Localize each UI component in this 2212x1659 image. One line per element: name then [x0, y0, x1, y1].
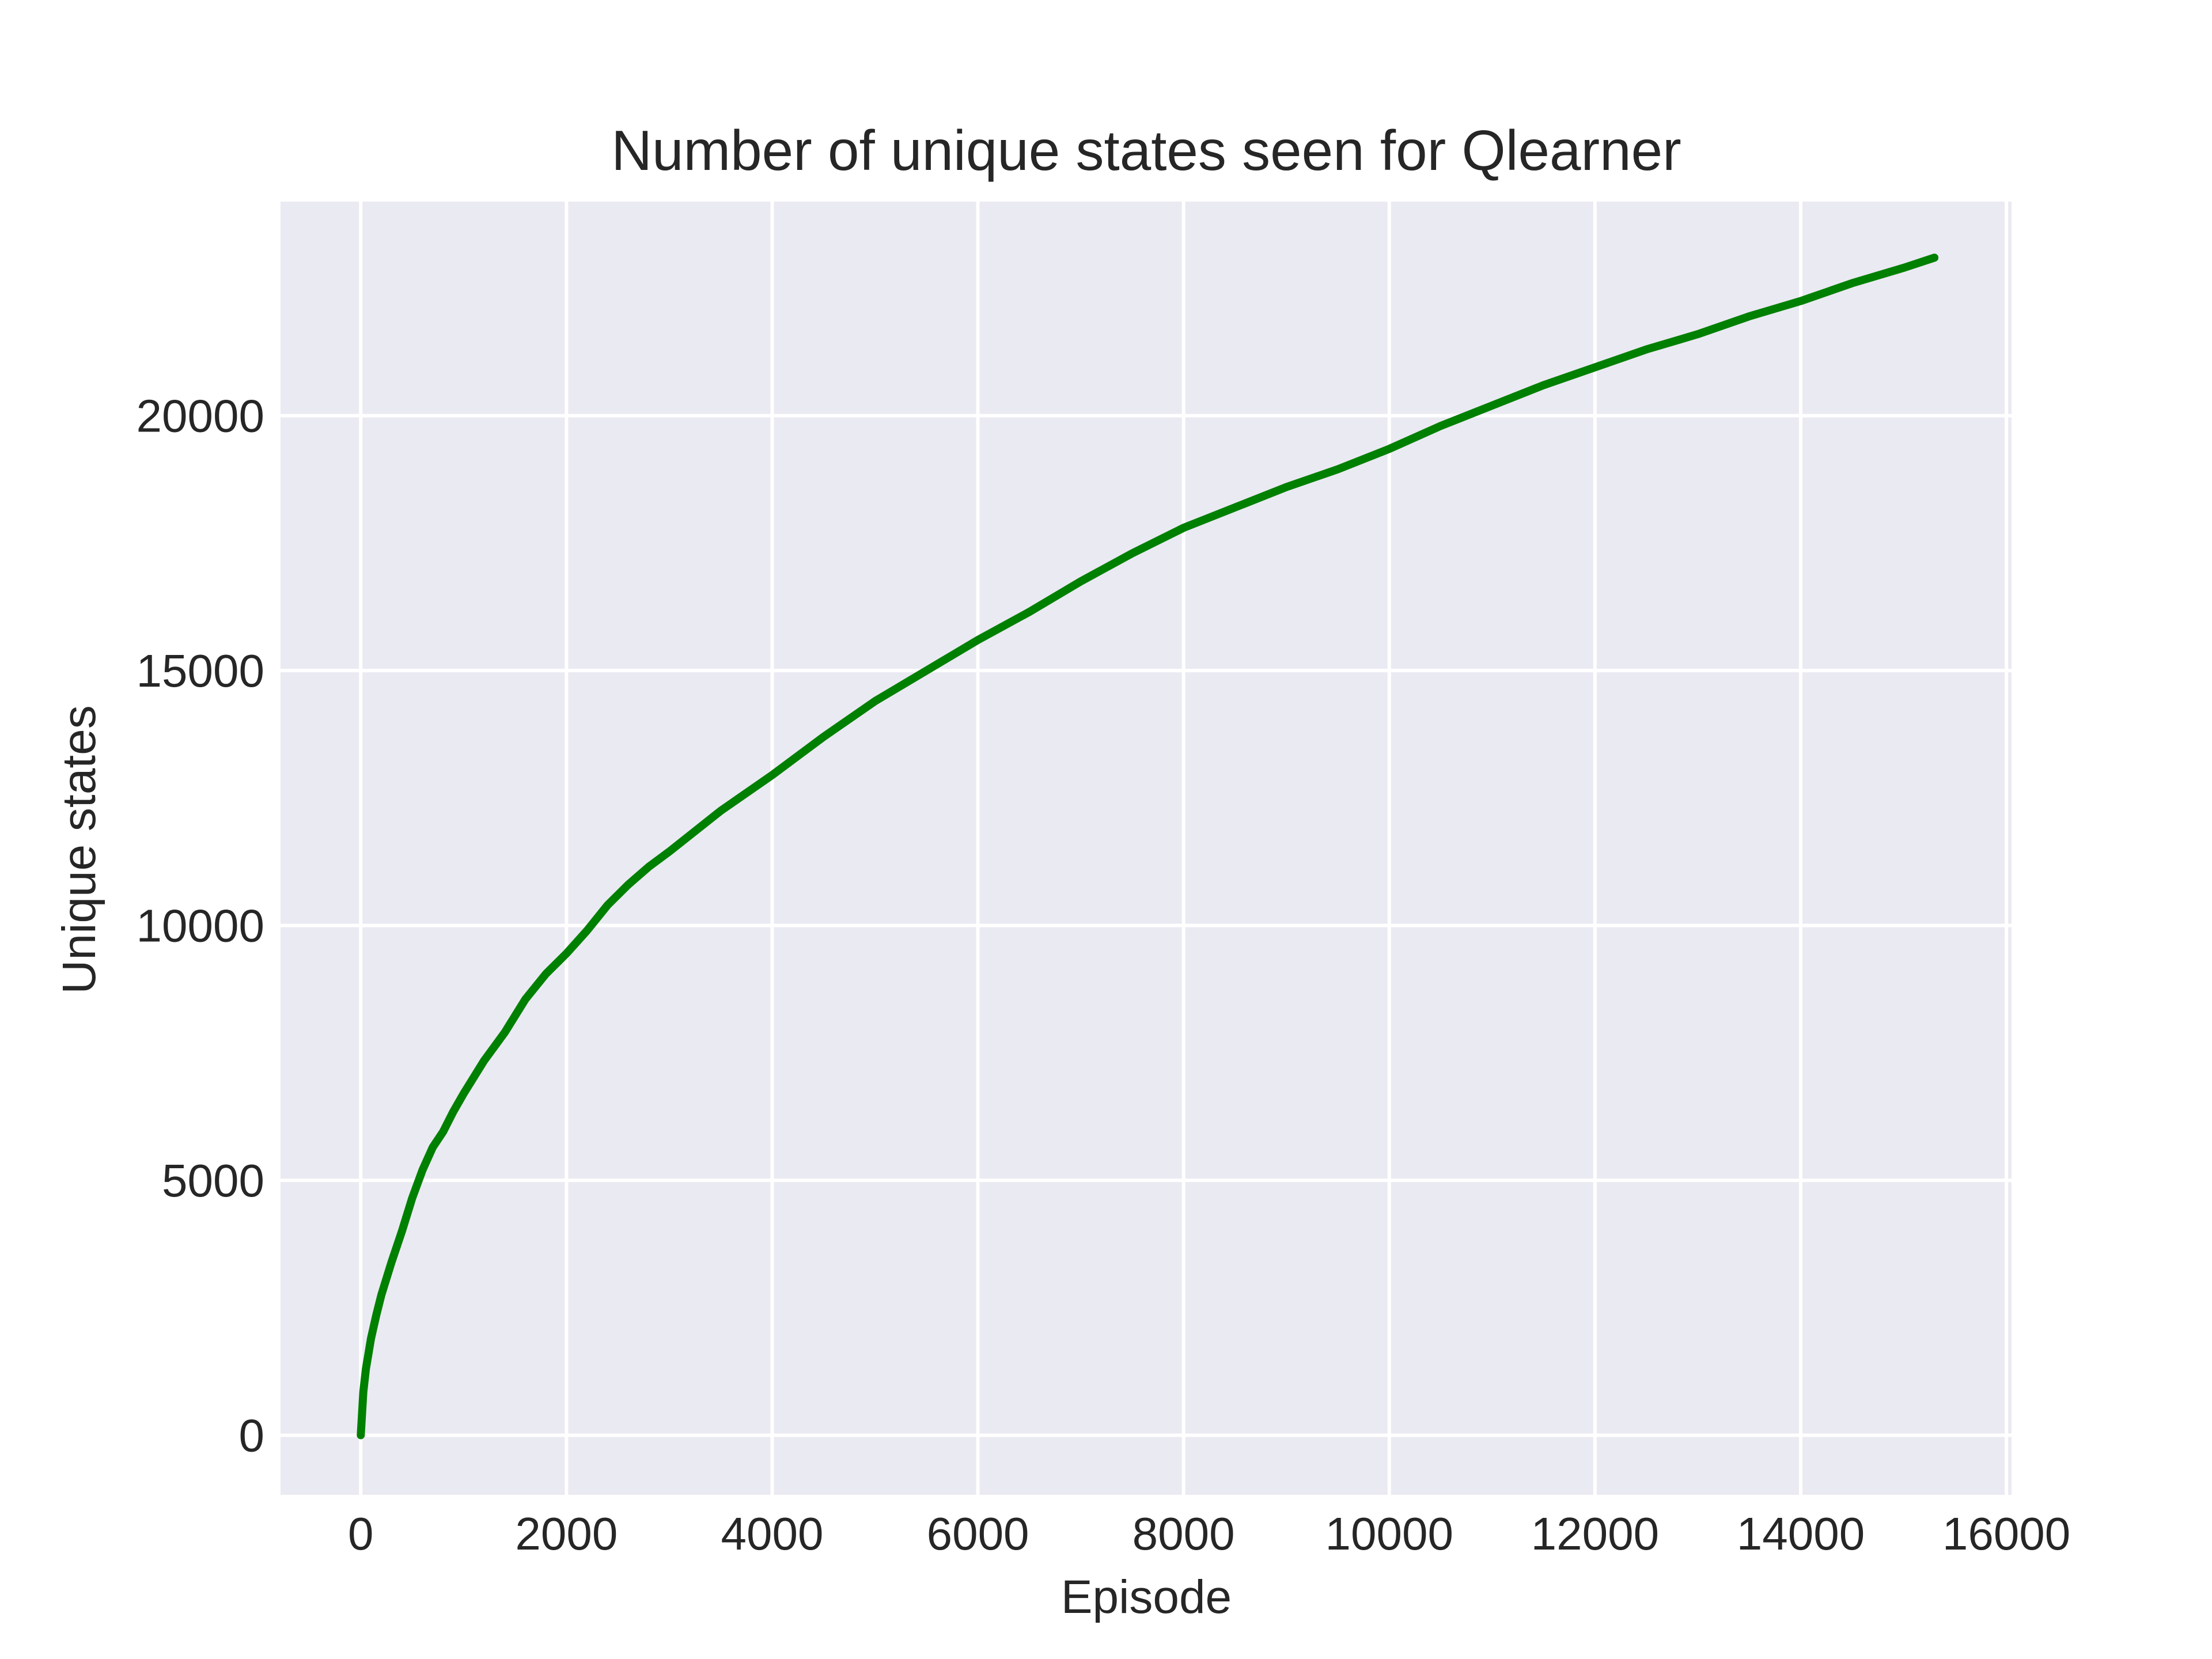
y-tick-label: 0	[239, 1410, 265, 1461]
chart-title: Number of unique states seen for Qlearne…	[611, 119, 1681, 182]
tick-labels: 0 2000 4000 6000 8000 10000 12000 14000 16000 0 50…	[137, 391, 2071, 1559]
x-tick-label: 4000	[721, 1508, 823, 1559]
y-tick-label: 5000	[162, 1155, 264, 1206]
x-tick-label: 10000	[1325, 1508, 1453, 1559]
x-tick-label: 12000	[1531, 1508, 1659, 1559]
series-line	[357, 253, 1939, 1440]
x-tick-label: 16000	[1942, 1508, 2070, 1559]
series-layer	[357, 253, 1939, 1440]
y-axis-label: Unique states	[53, 705, 105, 994]
y-tick-label: 10000	[137, 900, 264, 952]
grid-lines	[281, 202, 2012, 1495]
y-tick-label: 20000	[137, 391, 264, 442]
x-tick-label: 6000	[927, 1508, 1029, 1559]
x-tick-label: 8000	[1132, 1508, 1235, 1559]
x-tick-label: 2000	[515, 1508, 618, 1559]
plot-area	[281, 202, 2012, 1495]
x-tick-label: 14000	[1737, 1508, 1865, 1559]
y-tick-label: 15000	[137, 645, 264, 696]
x-tick-label: 0	[348, 1508, 374, 1559]
x-axis-label: Episode	[1061, 1571, 1232, 1623]
